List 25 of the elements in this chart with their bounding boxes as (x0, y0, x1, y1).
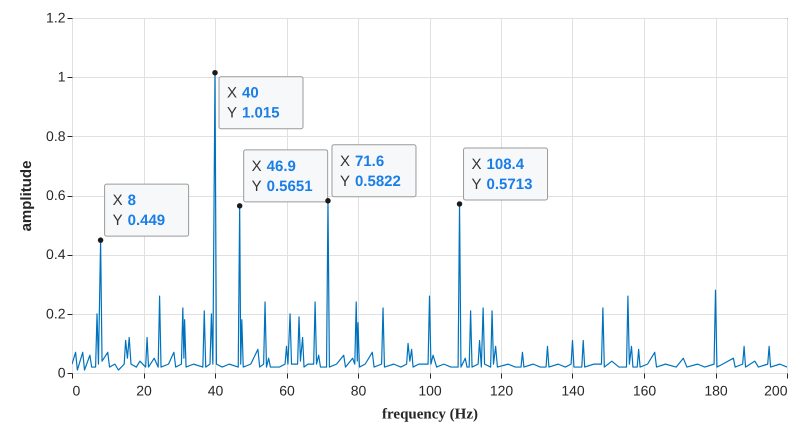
annotation: X 71.6 Y 0.5822 (340, 152, 401, 190)
x-tick-label: 0 (72, 382, 80, 398)
x-tick-label: 200 (764, 382, 788, 398)
x-tick-label: 160 (632, 382, 656, 398)
y-tick-label: 1.2 (46, 10, 66, 26)
x-tick-label: 80 (350, 382, 366, 398)
x-tick-label: 120 (490, 382, 514, 398)
x-tick-label: 40 (208, 382, 224, 398)
x-tick-label: 20 (136, 382, 152, 398)
x-tick-label: 180 (704, 382, 728, 398)
annotation: X 8 Y 0.449 (112, 192, 166, 230)
x-axis-title: frequency (Hz) (382, 406, 478, 422)
annotation: X 108.4 Y 0.5713 (472, 156, 532, 193)
x-tick-label: 100 (418, 382, 442, 398)
x-tick-label: 60 (279, 382, 295, 398)
y-tick-label: 0.2 (46, 305, 66, 322)
annotation: X 40 Y 1.015 (227, 84, 280, 122)
y-tick-label: 0.6 (46, 187, 66, 203)
y-tick-label: 0.4 (46, 246, 66, 262)
y-tick-label: 0.8 (46, 128, 66, 144)
y-axis-title: amplitude (18, 160, 36, 232)
annotation: X 46.9 Y 0.5651 (252, 158, 313, 195)
y-tick-label: 1 (58, 68, 66, 85)
y-tick-label: 0 (58, 364, 66, 380)
x-tick-label: 140 (561, 382, 585, 398)
